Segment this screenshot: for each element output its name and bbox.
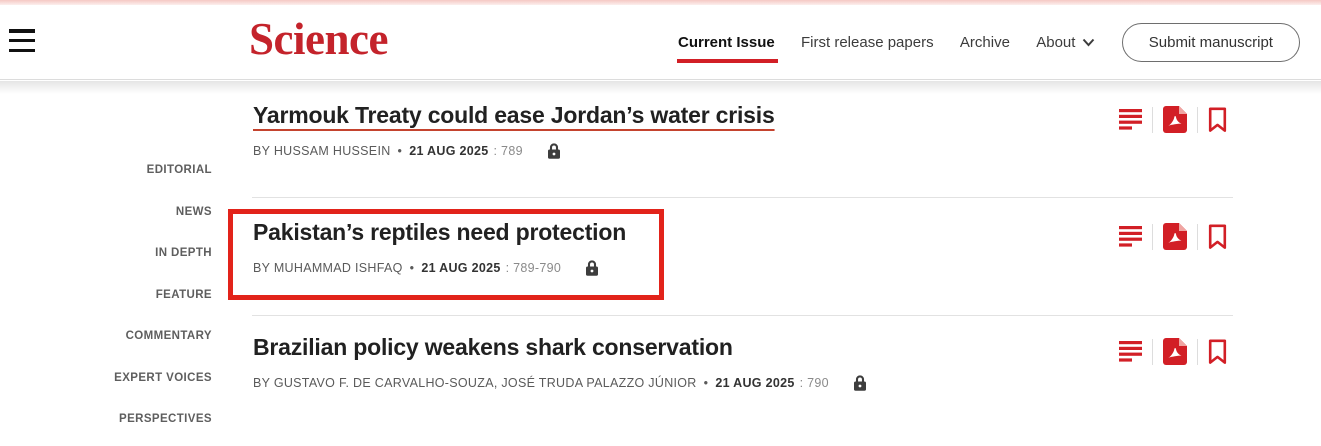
bookmark-icon[interactable] — [1208, 224, 1227, 250]
top-accent-bar — [0, 0, 1321, 5]
site-header: Science Current Issue First release pape… — [0, 5, 1321, 80]
pdf-icon[interactable] — [1163, 106, 1187, 133]
byline-date: 21 AUG 2025 — [715, 375, 795, 390]
byline-pages: : 790 — [799, 375, 829, 390]
byline-bullet: • — [409, 260, 415, 275]
byline-authors: BY MUHAMMAD ISHFAQ — [253, 260, 403, 275]
row-divider — [252, 315, 1233, 316]
article-actions — [1119, 223, 1227, 250]
article-title-link[interactable]: Pakistan’s reptiles need protection — [253, 219, 627, 245]
article-byline: BY MUHAMMAD ISHFAQ • 21 AUG 2025 : 789-7… — [253, 259, 1233, 276]
byline-pages: : 789-790 — [505, 260, 562, 275]
sidebar-item-perspectives[interactable]: PERSPECTIVES — [119, 413, 212, 425]
nav-archive[interactable]: Archive — [959, 34, 1010, 51]
hamburger-menu-icon[interactable] — [9, 29, 36, 55]
article-row: Yarmouk Treaty could ease Jordan’s water… — [253, 100, 1233, 159]
article-byline: BY HUSSAM HUSSEIN • 21 AUG 2025 : 789 — [253, 142, 1233, 159]
pdf-icon[interactable] — [1163, 223, 1187, 250]
article-title-link[interactable]: Yarmouk Treaty could ease Jordan’s water… — [253, 102, 775, 128]
byline-authors: BY GUSTAVO F. DE CARVALHO-SOUZA, JOSÉ TR… — [253, 375, 697, 390]
byline-date: 21 AUG 2025 — [409, 143, 489, 158]
icon-divider — [1152, 338, 1153, 365]
nav-about[interactable]: About — [1036, 34, 1095, 51]
pdf-icon[interactable] — [1163, 338, 1187, 365]
byline-bullet: • — [703, 375, 709, 390]
bookmark-icon[interactable] — [1208, 339, 1227, 365]
main-nav: Current Issue First release papers Archi… — [677, 5, 1300, 80]
article-byline: BY GUSTAVO F. DE CARVALHO-SOUZA, JOSÉ TR… — [253, 374, 1233, 391]
byline-bullet: • — [397, 143, 403, 158]
byline-date: 21 AUG 2025 — [421, 260, 501, 275]
nav-current-issue[interactable]: Current Issue — [677, 34, 778, 63]
header-shadow — [0, 81, 1321, 94]
icon-divider — [1197, 106, 1198, 133]
submit-manuscript-button[interactable]: Submit manuscript — [1121, 23, 1300, 62]
icon-divider — [1197, 223, 1198, 250]
article-row: Brazilian policy weakens shark conservat… — [253, 332, 1233, 391]
nav-first-release-papers[interactable]: First release papers — [801, 34, 934, 51]
icon-divider — [1152, 106, 1153, 133]
sidebar-item-editorial[interactable]: EDITORIAL — [146, 164, 212, 176]
icon-divider — [1152, 223, 1153, 250]
article-row: Pakistan’s reptiles need protection BY M… — [253, 217, 1233, 276]
article-actions — [1119, 338, 1227, 365]
sidebar-item-in-depth[interactable]: IN DEPTH — [155, 247, 212, 259]
article-title-link[interactable]: Brazilian policy weakens shark conservat… — [253, 334, 733, 360]
article-actions — [1119, 106, 1227, 133]
science-logo[interactable]: Science — [249, 14, 388, 64]
byline-pages: : 789 — [493, 143, 523, 158]
full-text-icon[interactable] — [1119, 226, 1142, 247]
section-sidebar: EDITORIAL NEWS IN DEPTH FEATURE COMMENTA… — [0, 163, 212, 446]
byline-authors: BY HUSSAM HUSSEIN — [253, 143, 391, 158]
sidebar-item-news[interactable]: NEWS — [175, 205, 212, 218]
icon-divider — [1197, 338, 1198, 365]
lock-icon — [853, 375, 867, 392]
lock-icon — [547, 143, 561, 160]
lock-icon — [585, 260, 599, 277]
sidebar-item-commentary[interactable]: COMMENTARY — [125, 330, 212, 342]
row-divider — [252, 197, 1233, 198]
full-text-icon[interactable] — [1119, 109, 1142, 130]
chevron-down-icon — [1083, 38, 1095, 47]
sidebar-item-expert-voices[interactable]: EXPERT VOICES — [114, 371, 212, 384]
sidebar-item-feature[interactable]: FEATURE — [155, 288, 212, 301]
bookmark-icon[interactable] — [1208, 107, 1227, 133]
full-text-icon[interactable] — [1119, 341, 1142, 362]
